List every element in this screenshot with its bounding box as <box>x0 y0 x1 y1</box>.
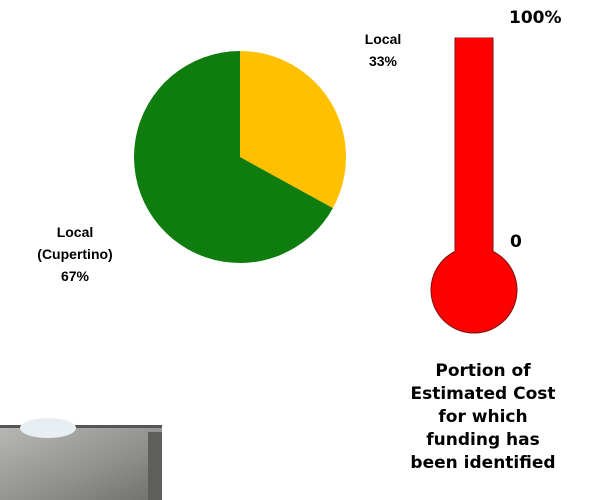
level <box>455 38 493 290</box>
caption-line: been identified <box>410 453 556 473</box>
photo <box>0 418 162 500</box>
tick-label: 100% <box>509 8 562 28</box>
category: Local (Cupertino) <box>37 224 113 262</box>
tick-label: 0 <box>510 232 522 252</box>
caption-line: Estimated Cost <box>410 384 556 404</box>
caption-line: Portion of <box>435 361 531 381</box>
pie-slice <box>240 51 346 209</box>
caption: Portion of Estimated Cost for which funding… <box>368 360 598 475</box>
pie-label-0: Local 33% <box>343 28 423 72</box>
value-label: 67% <box>60 268 90 284</box>
pie-label-1: Local (Cupertino) 67% <box>20 221 130 287</box>
category: Local <box>364 31 402 47</box>
caption-line: funding has <box>426 430 540 450</box>
pie-slice <box>134 51 333 264</box>
value-label: 33% <box>368 53 398 69</box>
caption-line: for which <box>438 407 528 427</box>
